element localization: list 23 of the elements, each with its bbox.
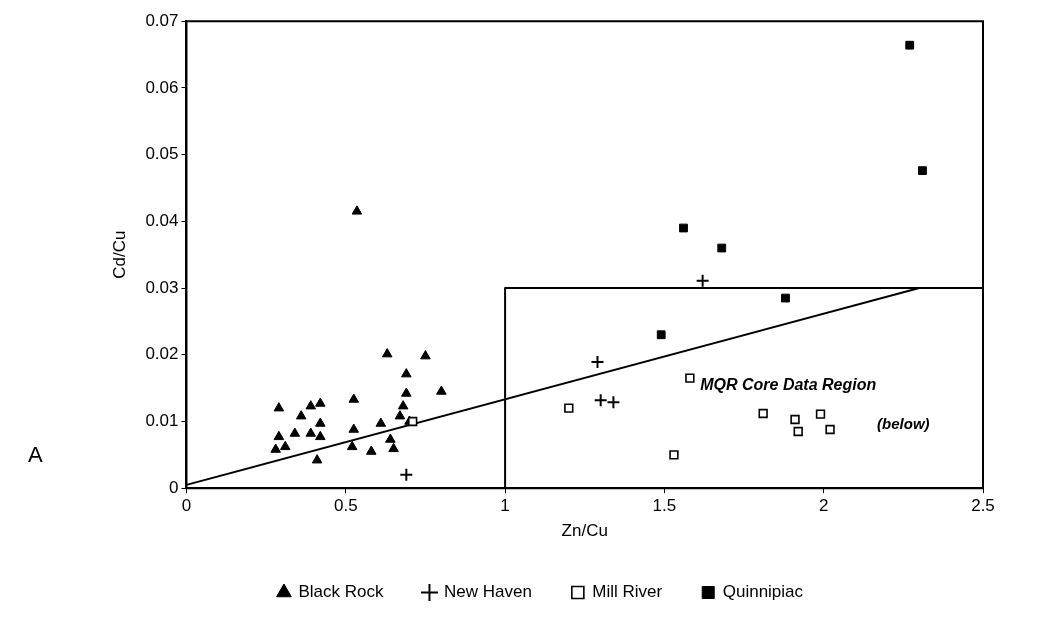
y-tick-label: 0.05 (145, 144, 179, 164)
y-tick-label: 0 (169, 477, 179, 497)
annotation: (below) (877, 415, 930, 433)
legend-label: Black Rock (298, 582, 384, 602)
x-tick-label: 2 (818, 496, 829, 516)
annotation: MQR Core Data Region (700, 375, 877, 393)
y-tick-label: 0.04 (145, 211, 179, 231)
x-tick-label: 2.5 (971, 496, 995, 516)
y-tick-label: 0.07 (145, 10, 179, 30)
x-tick-label: 0 (181, 496, 192, 516)
x-tick-label: 1.5 (652, 496, 677, 516)
y-axis-title: Cd/Cu (109, 230, 129, 279)
y-tick-label: 0.03 (145, 277, 179, 297)
x-axis-title: Zn/Cu (561, 521, 608, 541)
x-tick-label: 0.5 (333, 496, 358, 516)
legend-label: New Haven (443, 582, 532, 602)
y-tick-label: 0.02 (145, 344, 179, 364)
legend-label: Quinnipiac (722, 582, 804, 602)
y-tick-label: 0.01 (145, 411, 179, 431)
x-tick-label: 1 (500, 496, 510, 516)
text: A (28, 441, 43, 467)
legend-label: Mill River (592, 582, 663, 602)
y-tick-label: 0.06 (145, 77, 179, 97)
